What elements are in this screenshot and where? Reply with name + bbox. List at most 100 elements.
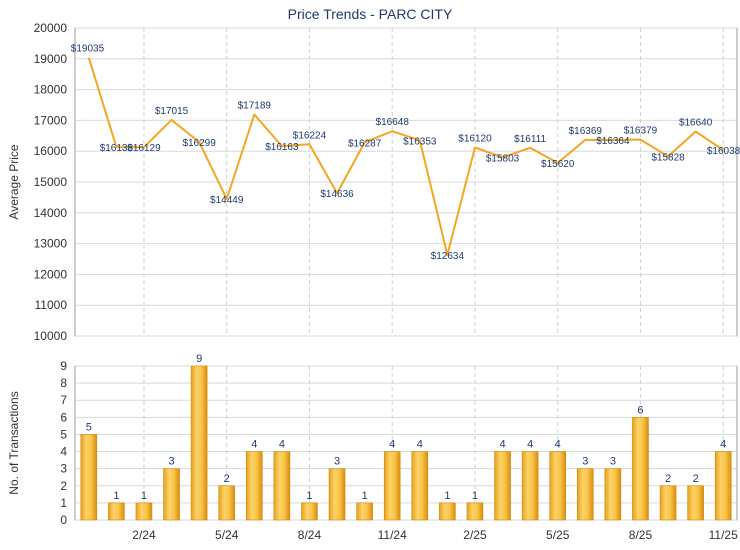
price-y-tick-label: 15000	[34, 175, 68, 189]
transactions-bar-label: 1	[141, 490, 147, 502]
price-y-tick-label: 20000	[34, 21, 68, 35]
transactions-bar	[687, 485, 704, 521]
price-data-label: $16038	[707, 146, 740, 157]
x-tick-label: 5/25	[546, 528, 570, 542]
price-y-tick-label: 13000	[34, 237, 68, 251]
price-data-label: $16379	[624, 126, 658, 137]
transactions-bar	[411, 451, 429, 521]
transactions-bar	[245, 451, 263, 521]
x-tick-label: 8/24	[298, 528, 322, 542]
price-data-label: $16287	[348, 138, 382, 149]
transactions-bar	[439, 502, 456, 521]
transactions-bar	[714, 451, 732, 521]
transactions-bar	[301, 502, 318, 521]
x-tick-label: 2/24	[132, 528, 156, 542]
price-data-label: $16120	[458, 134, 492, 145]
transactions-plot-area	[74, 365, 738, 521]
transactions-bar-label: 4	[527, 439, 533, 451]
price-data-label: $15803	[486, 153, 520, 164]
transactions-bar-label: 3	[610, 456, 616, 468]
transactions-bar	[356, 502, 373, 521]
price-y-tick-label: 19000	[34, 52, 68, 66]
transactions-bar-label: 4	[251, 439, 257, 451]
transactions-bar-label: 3	[334, 456, 340, 468]
transactions-bar-label: 4	[417, 439, 423, 451]
transactions-bar	[383, 451, 401, 521]
transactions-y-tick-label: 4	[60, 445, 67, 459]
transactions-bar-label: 4	[279, 439, 285, 451]
transactions-bar-label: 3	[168, 456, 174, 468]
price-data-label: $15620	[541, 159, 575, 170]
price-y-tick-label: 11000	[35, 298, 68, 312]
transactions-y-tick-label: 7	[60, 393, 67, 407]
transactions-bar-label: 1	[362, 490, 368, 502]
chart-title: Price Trends - PARC CITY	[287, 6, 453, 22]
price-data-label: $16129	[127, 143, 161, 154]
transactions-bar	[108, 502, 125, 521]
price-line-panel: 10000 11000 12000 13000 14000 15000 16000 17000…	[7, 21, 740, 343]
transactions-bar-label: 4	[499, 439, 505, 451]
transactions-y-axis-label: No. of Transactions	[7, 391, 21, 494]
transactions-y-tick-label: 3	[60, 462, 67, 476]
transactions-bar	[135, 502, 153, 521]
price-data-label: $14449	[210, 195, 244, 206]
x-tick-label: 11/24	[378, 528, 407, 542]
transactions-bar	[549, 451, 567, 521]
price-data-label: $16138	[100, 143, 134, 154]
transactions-bar	[163, 468, 180, 521]
transactions-y-tick-label: 2	[60, 479, 67, 493]
price-series-line	[87, 57, 724, 256]
price-data-label: $17189	[238, 101, 272, 112]
price-data-label: $16640	[679, 117, 713, 128]
transactions-y-tick-label: 9	[60, 359, 67, 373]
transactions-bar	[218, 485, 236, 521]
transactions-bar	[576, 468, 594, 521]
price-data-label: $16648	[376, 117, 410, 128]
transactions-bar-label: 3	[582, 456, 588, 468]
transactions-bar	[494, 451, 511, 521]
price-data-label: $15828	[651, 152, 685, 163]
price-data-label: $16353	[403, 136, 437, 147]
price-data-label: $12634	[431, 251, 465, 262]
transactions-bar	[521, 451, 539, 521]
transactions-bar-label: 1	[113, 490, 119, 502]
price-data-label: $16163	[265, 142, 299, 153]
price-y-tick-label: 14000	[34, 206, 68, 220]
transactions-y-tick-label: 5	[60, 427, 67, 441]
price-y-tick-label: 17000	[34, 113, 68, 127]
transactions-bar	[659, 485, 677, 521]
price-data-label: $16369	[569, 126, 603, 137]
transactions-bar	[273, 451, 291, 521]
transactions-y-tick-label: 6	[60, 410, 67, 424]
transactions-bar	[604, 468, 622, 521]
x-tick-label: 11/25	[709, 528, 738, 542]
transactions-bar-label: 4	[389, 439, 395, 451]
price-y-tick-label: 12000	[34, 267, 68, 281]
price-data-label: $17015	[155, 106, 189, 117]
x-tick-label: 8/25	[629, 528, 653, 542]
transactions-bar	[190, 365, 208, 521]
transactions-bar-label: 1	[444, 490, 450, 502]
price-data-label: $19035	[71, 44, 105, 55]
transactions-y-tick-label: 1	[60, 496, 67, 510]
transactions-bar-label: 5	[86, 421, 92, 433]
transactions-bar-label: 4	[720, 439, 726, 451]
price-y-tick-label: 10000	[34, 329, 68, 343]
transactions-bar-label: 2	[665, 473, 671, 485]
transactions-bar	[632, 417, 649, 521]
price-y-tick-label: 16000	[34, 144, 68, 158]
transactions-bar-label: 1	[306, 490, 312, 502]
transactions-bar-label: 2	[693, 473, 699, 485]
x-tick-label: 2/25	[463, 528, 487, 542]
price-data-label: $16364	[596, 136, 630, 147]
x-tick-label: 5/24	[215, 528, 239, 542]
price-data-label: $14636	[320, 189, 354, 200]
transactions-bar	[328, 468, 346, 521]
transactions-bar-label: 9	[196, 353, 202, 365]
price-data-label: $16299	[182, 138, 216, 149]
transactions-bar-label: 4	[555, 439, 561, 451]
transactions-bar-label: 2	[224, 473, 230, 485]
transactions-bar-panel: 0 1 2 3 4 5 6 7 8 9 2/24 5/24 8/24 11/24 2/25 5/25 8/25 1…	[7, 353, 738, 542]
transactions-bar	[80, 434, 98, 521]
